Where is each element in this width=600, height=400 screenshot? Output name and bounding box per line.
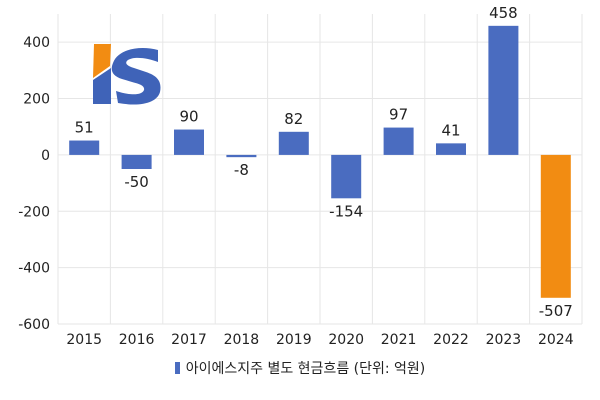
x-tick-label: 2023 (486, 332, 522, 348)
data-label: -507 (539, 302, 573, 320)
x-tick-label: 2017 (171, 332, 207, 348)
data-label: -50 (124, 173, 149, 191)
bar (278, 131, 309, 155)
bar (383, 127, 414, 155)
bar (540, 154, 571, 298)
y-tick-label: 400 (23, 35, 50, 51)
legend-swatch (174, 362, 180, 374)
bar (436, 143, 466, 155)
data-label: 82 (284, 110, 303, 128)
x-tick-label: 2020 (328, 332, 364, 348)
data-label: -154 (329, 202, 363, 220)
y-tick-label: -400 (18, 261, 50, 277)
x-tick-label: 2015 (66, 332, 102, 348)
bar (226, 154, 257, 158)
y-tick-label: 0 (41, 148, 50, 164)
data-label: 97 (389, 106, 408, 124)
legend: 아이에스지주 별도 현금흐름 (단위: 억원) (0, 358, 600, 378)
bar (488, 25, 519, 155)
y-tick-label: -200 (18, 204, 50, 220)
is-logo (93, 44, 161, 105)
x-tick-label: 2018 (224, 332, 260, 348)
x-tick-label: 2016 (119, 332, 155, 348)
bar (174, 129, 204, 155)
bar (331, 154, 362, 199)
x-tick-label: 2022 (433, 332, 469, 348)
x-tick-label: 2024 (538, 332, 574, 348)
data-label: 41 (441, 121, 460, 139)
data-label: 51 (75, 119, 94, 137)
bar (121, 154, 152, 169)
bar (69, 140, 100, 155)
data-label: 90 (179, 108, 198, 126)
data-label: -8 (234, 161, 249, 179)
x-tick-label: 2021 (381, 332, 417, 348)
y-tick-label: 200 (23, 92, 50, 108)
y-tick-label: -600 (18, 317, 50, 333)
data-label: 458 (489, 4, 518, 22)
x-tick-label: 2019 (276, 332, 312, 348)
legend-label: 아이에스지주 별도 현금흐름 (단위: 억원) (185, 361, 426, 377)
